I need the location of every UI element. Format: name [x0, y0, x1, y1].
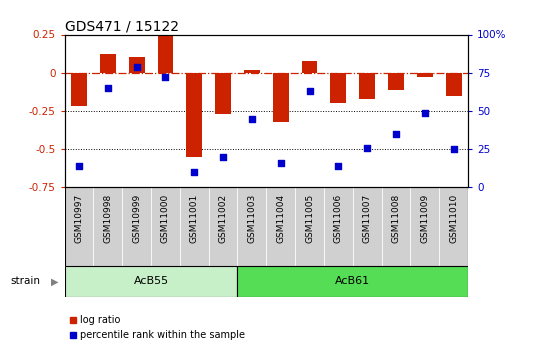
Text: GDS471 / 15122: GDS471 / 15122	[65, 19, 179, 33]
Point	[392, 131, 400, 137]
Text: GSM11009: GSM11009	[420, 194, 429, 243]
Bar	[244, 70, 260, 73]
Text: GSM11008: GSM11008	[392, 194, 400, 243]
Bar	[237, 187, 266, 266]
Legend: log ratio, percentile rank within the sample: log ratio, percentile rank within the sa…	[69, 315, 245, 340]
Text: GSM11010: GSM11010	[449, 194, 458, 243]
Bar	[65, 187, 94, 266]
Bar	[359, 73, 375, 99]
Bar	[151, 187, 180, 266]
Bar	[353, 187, 381, 266]
Bar	[445, 73, 462, 96]
Bar	[186, 73, 202, 157]
Text: GSM10999: GSM10999	[132, 194, 141, 243]
Text: GSM11002: GSM11002	[218, 194, 228, 243]
Text: AcB61: AcB61	[335, 276, 370, 286]
Bar	[439, 187, 468, 266]
Text: AcB55: AcB55	[133, 276, 168, 286]
Point	[305, 88, 314, 94]
Point	[363, 145, 371, 150]
Point	[132, 64, 141, 69]
Bar	[295, 187, 324, 266]
Text: GSM11001: GSM11001	[190, 194, 199, 243]
Text: GSM10997: GSM10997	[74, 194, 83, 243]
Point	[277, 160, 285, 166]
Text: GSM11006: GSM11006	[334, 194, 343, 243]
Bar	[94, 187, 122, 266]
Bar	[388, 73, 404, 90]
Point	[103, 85, 112, 91]
Text: GSM11004: GSM11004	[276, 194, 285, 243]
Text: GSM11005: GSM11005	[305, 194, 314, 243]
Bar	[381, 187, 410, 266]
Point	[161, 75, 170, 80]
Text: GSM10998: GSM10998	[103, 194, 112, 243]
Point	[75, 163, 83, 169]
Bar	[215, 73, 231, 114]
Bar	[65, 266, 237, 297]
Bar	[71, 73, 87, 106]
Text: ▶: ▶	[51, 276, 59, 286]
Text: GSM11007: GSM11007	[363, 194, 372, 243]
Point	[190, 169, 199, 175]
Point	[449, 146, 458, 152]
Bar	[180, 187, 209, 266]
Bar	[417, 73, 433, 77]
Bar	[324, 187, 353, 266]
Bar	[237, 266, 468, 297]
Text: GSM11000: GSM11000	[161, 194, 170, 243]
Bar	[266, 187, 295, 266]
Point	[421, 110, 429, 115]
Bar	[273, 73, 289, 122]
Point	[334, 163, 343, 169]
Text: strain: strain	[11, 276, 41, 286]
Bar	[209, 187, 237, 266]
Bar	[158, 35, 173, 73]
Point	[247, 116, 256, 121]
Bar	[410, 187, 439, 266]
Bar	[129, 57, 145, 73]
Text: GSM11003: GSM11003	[247, 194, 257, 243]
Bar	[330, 73, 346, 104]
Bar	[302, 61, 317, 73]
Bar	[100, 55, 116, 73]
Point	[219, 154, 228, 160]
Bar	[122, 187, 151, 266]
